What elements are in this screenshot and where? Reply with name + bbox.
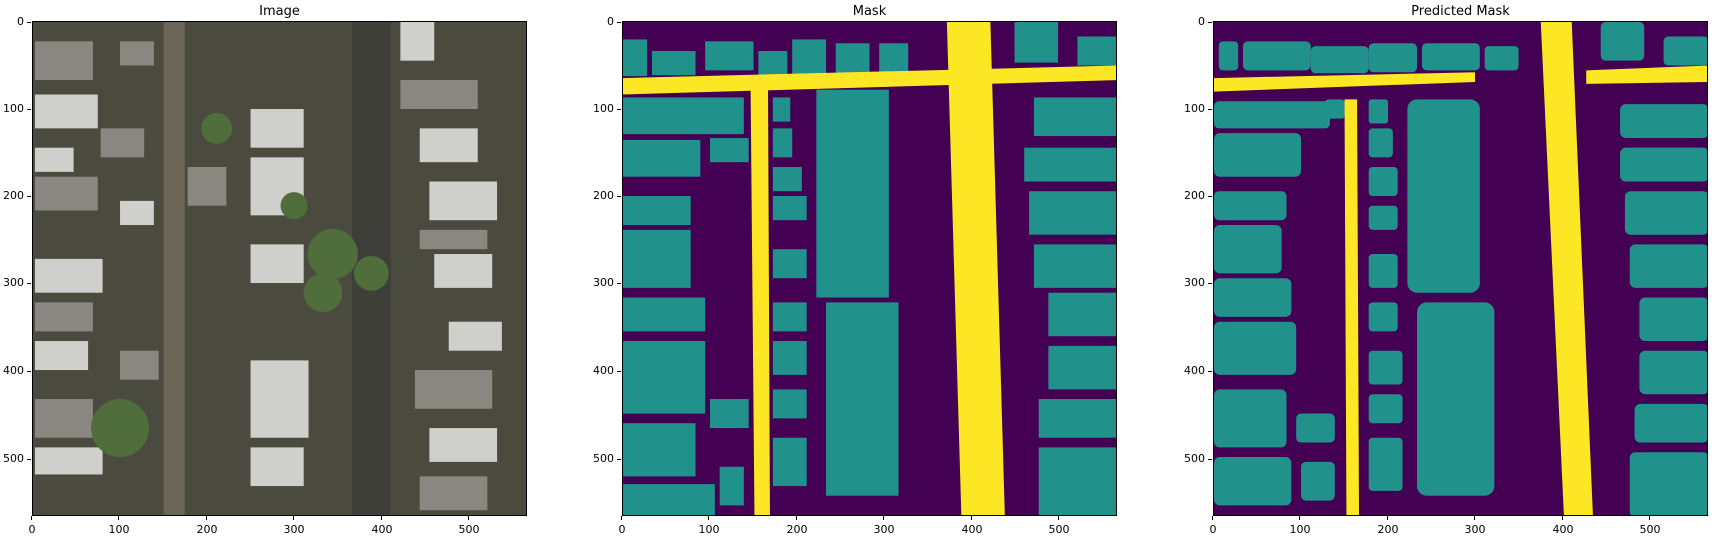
x-tick-label: 300: [274, 516, 314, 536]
x-tick-label: 100: [689, 516, 729, 536]
x-tick-label: 500: [1630, 516, 1670, 536]
x-tick-label: 100: [99, 516, 139, 536]
mask-plot: [622, 21, 1117, 516]
x-tick-label: 400: [362, 516, 402, 536]
x-tick-label: 500: [449, 516, 489, 536]
y-tick-label: 300: [0, 276, 31, 289]
panel-mask: Mask: [590, 0, 1117, 539]
x-tick-label: 0: [12, 516, 52, 536]
aerial-image: [33, 22, 526, 515]
y-tick-label: 400: [590, 364, 621, 377]
y-tick-label: 100: [0, 102, 31, 115]
predicted-mask-image: [1214, 22, 1707, 515]
y-tick-label: 100: [1181, 102, 1212, 115]
predicted-mask-plot: [1213, 21, 1708, 516]
image-plot: [32, 21, 527, 516]
y-tick-label: 300: [1181, 276, 1212, 289]
mask-image: [623, 22, 1116, 515]
panel-title: Predicted Mask: [1411, 4, 1510, 19]
x-tick-label: 500: [1039, 516, 1079, 536]
y-tick-label: 0: [0, 15, 31, 28]
y-tick-label: 100: [590, 102, 621, 115]
y-tick-label: 500: [0, 452, 31, 465]
x-tick-label: 300: [1455, 516, 1495, 536]
panel-title: Mask: [852, 4, 887, 19]
x-tick-label: 200: [1368, 516, 1408, 536]
y-tick-label: 0: [590, 15, 621, 28]
panel-predicted-mask: Predicted Mask: [1181, 0, 1708, 539]
y-tick-label: 200: [0, 189, 31, 202]
y-tick-label: 0: [1181, 15, 1212, 28]
x-tick-label: 400: [1543, 516, 1583, 536]
x-tick-label: 0: [1193, 516, 1233, 536]
y-tick-label: 400: [0, 364, 31, 377]
x-tick-label: 300: [864, 516, 904, 536]
x-tick-label: 200: [187, 516, 227, 536]
x-tick-label: 400: [952, 516, 992, 536]
x-tick-label: 100: [1280, 516, 1320, 536]
panel-title: Image: [259, 4, 300, 19]
x-tick-label: 200: [777, 516, 817, 536]
y-tick-label: 200: [1181, 189, 1212, 202]
panel-image: Image: [0, 0, 527, 539]
x-tick-label: 0: [602, 516, 642, 536]
y-tick-label: 500: [1181, 452, 1212, 465]
y-tick-label: 200: [590, 189, 621, 202]
y-tick-label: 400: [1181, 364, 1212, 377]
y-tick-label: 300: [590, 276, 621, 289]
y-tick-label: 500: [590, 452, 621, 465]
